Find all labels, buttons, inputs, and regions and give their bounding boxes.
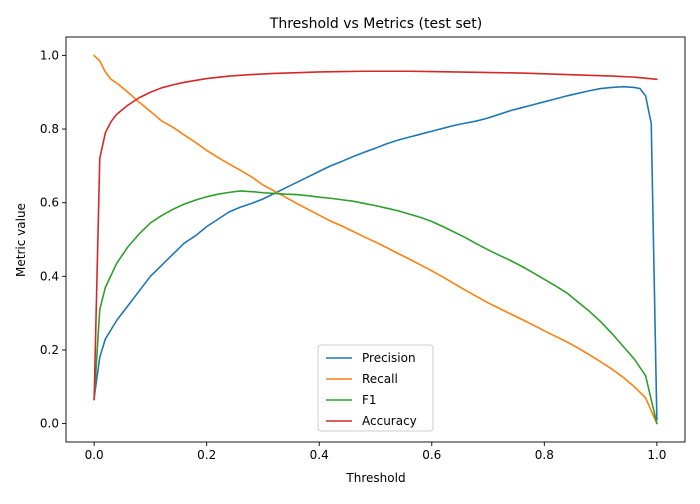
y-tick-label: 0.6 — [40, 196, 59, 210]
plot-area — [93, 54, 658, 425]
y-tick-label: 0.8 — [40, 122, 59, 136]
plot-frame — [65, 36, 686, 443]
y-tick-label: 0.4 — [40, 269, 59, 283]
y-tick-label: 1.0 — [40, 48, 59, 62]
x-tick-label: 0.4 — [310, 448, 329, 462]
series-line-precision — [93, 85, 658, 421]
x-tick-label: 0.6 — [422, 448, 441, 462]
legend-label-precision: Precision — [362, 351, 416, 365]
chart-title: Threshold vs Metrics (test set) — [269, 16, 482, 32]
series-line-f1 — [93, 190, 658, 425]
x-tick-label: 0.0 — [85, 448, 104, 462]
legend-box — [317, 344, 434, 432]
legend-label-accuracy: Accuracy — [362, 414, 417, 428]
series-line-recall — [93, 54, 658, 425]
y-axis-label: Metric value — [14, 203, 28, 277]
x-axis-label: Threshold — [345, 471, 405, 485]
y-tick-label: 0.2 — [40, 343, 59, 357]
legend-label-recall: Recall — [362, 372, 398, 386]
legend: Precision Recall F1 Accuracy — [317, 344, 434, 432]
y-tick-label: 0.0 — [40, 417, 59, 431]
series-line-accuracy — [93, 70, 658, 401]
axes: 0.0 0.2 0.4 0.6 0.8 1.0 0.0 0.2 0.4 0.6 0.8 1.0 — [40, 36, 686, 462]
x-tick-label: 0.8 — [535, 448, 554, 462]
x-tick-label: 1.0 — [647, 448, 666, 462]
legend-label-f1: F1 — [362, 393, 377, 407]
x-tick-label: 0.2 — [197, 448, 216, 462]
